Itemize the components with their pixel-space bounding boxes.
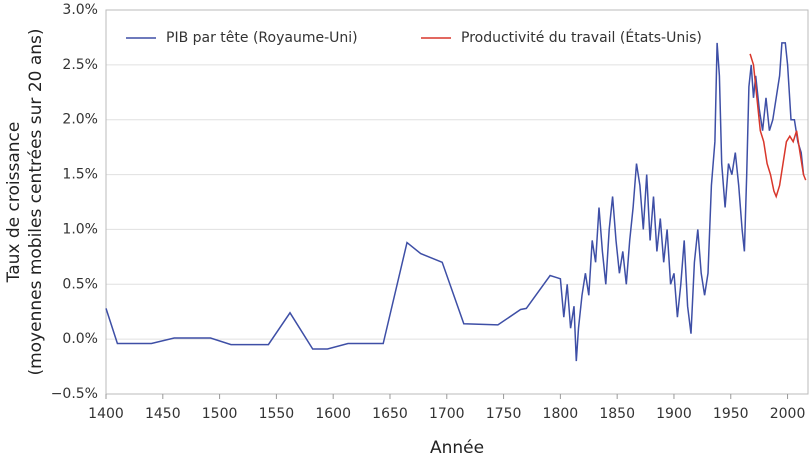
data-line: [105, 42, 805, 362]
y-tick-label: 0.0%: [62, 331, 98, 347]
y-tick-label: 1.5%: [62, 167, 98, 183]
x-tick-label: 1900: [656, 406, 692, 422]
legend-label: PIB par tête (Royaume-Uni): [166, 30, 358, 46]
y-axis-title: Taux de croissance: [4, 122, 24, 284]
x-tick-label: 1500: [202, 406, 238, 422]
y-tick-label: 2.5%: [62, 57, 98, 73]
x-tick-label: 1400: [88, 406, 124, 422]
x-tick-label: 1850: [599, 406, 635, 422]
y-tick-label: −0.5%: [51, 386, 98, 402]
x-axis-title: Année: [430, 438, 484, 458]
x-tick-label: 2000: [770, 406, 806, 422]
x-tick-label: 1750: [486, 406, 522, 422]
y-tick-label: 1.0%: [62, 221, 98, 237]
y-tick-label: 3.0%: [62, 2, 98, 18]
x-tick-label: 1550: [259, 406, 295, 422]
plot-frame: [105, 9, 809, 395]
x-tick-label: 1600: [315, 406, 351, 422]
x-tick-label: 1650: [372, 406, 408, 422]
x-tick-label: 1700: [429, 406, 465, 422]
y-tick-label: 0.5%: [62, 276, 98, 292]
y-tick-label: 2.0%: [62, 112, 98, 128]
data-line: [749, 53, 807, 199]
y-axis-title: (moyennes mobiles centrées sur 20 ans): [26, 28, 46, 375]
x-tick-label: 1450: [145, 406, 181, 422]
x-tick-label: 1950: [713, 406, 749, 422]
legend-label: Productivité du travail (États-Unis): [461, 29, 702, 46]
x-tick-label: 1800: [543, 406, 579, 422]
